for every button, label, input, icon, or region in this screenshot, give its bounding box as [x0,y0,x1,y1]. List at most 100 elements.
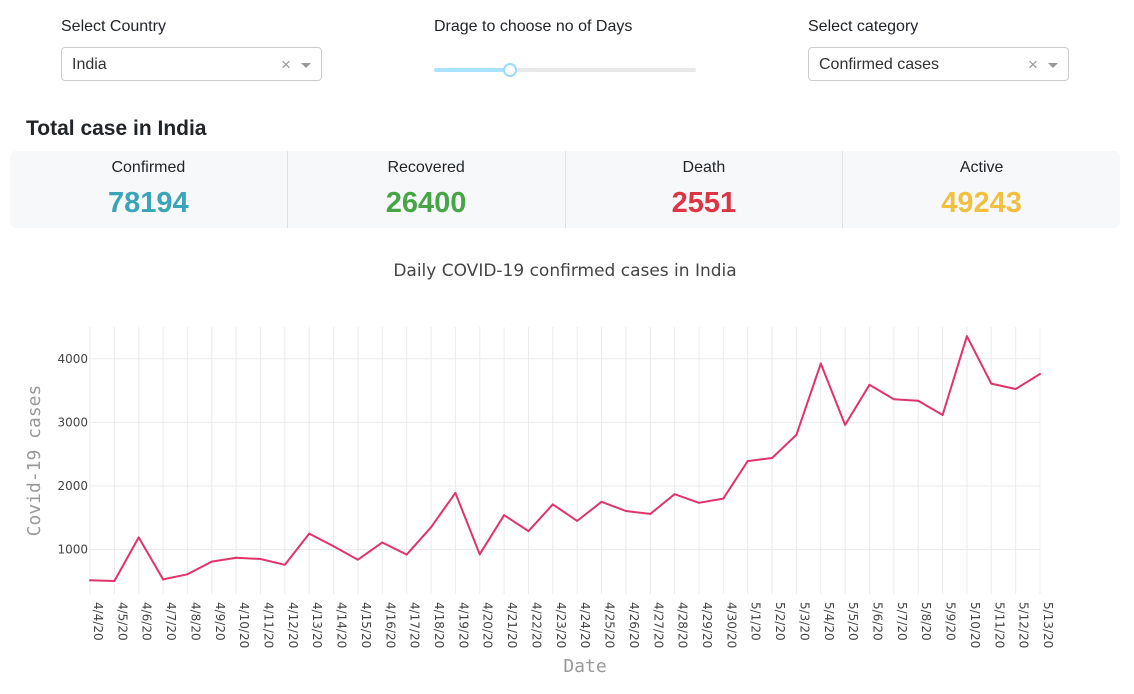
x-tick-label: 4/9/20 [213,602,227,641]
data-point [722,497,725,500]
x-tick-label: 5/2/20 [773,602,787,641]
country-label: Select Country [61,18,166,35]
active-label: Active [959,159,1004,176]
days-slider-handle[interactable] [502,63,517,77]
days-slider[interactable] [434,63,696,77]
data-point [990,382,993,385]
x-tick-label: 4/6/20 [140,602,154,641]
data-point [381,541,384,544]
x-tick-label: 4/12/20 [286,602,300,648]
y-tick-label: 4000 [57,352,88,366]
x-tick-label: 4/30/20 [724,602,738,648]
country-clear-icon[interactable]: × [281,55,291,74]
data-point [649,512,652,515]
category-clear-icon[interactable]: × [1028,55,1038,74]
country-select[interactable]: India × [61,47,322,81]
x-tick-label: 4/25/20 [603,602,617,648]
data-point [454,491,457,494]
x-tick-label: 5/7/20 [895,602,909,641]
x-tick-label: 4/23/20 [554,602,568,648]
data-point [771,456,774,459]
data-point [892,398,895,401]
country-select-value: India [72,56,107,73]
x-tick-label: 4/29/20 [700,602,714,648]
x-tick-label: 5/9/20 [944,602,958,641]
data-point [356,558,359,561]
data-point [186,573,189,576]
recovered-label: Recovered [387,159,465,176]
x-axis-title: Date [563,656,606,677]
x-tick-label: 5/13/20 [1041,602,1055,648]
x-tick-label: 4/22/20 [529,602,543,648]
category-select-value: Confirmed cases [819,56,940,73]
data-point [503,514,506,517]
data-point [137,536,140,539]
x-tick-label: 5/11/20 [992,602,1006,648]
x-tick-label: 5/4/20 [822,602,836,641]
x-tick-label: 4/17/20 [408,602,422,648]
data-point [283,563,286,566]
data-point [478,553,481,556]
x-tick-label: 4/18/20 [432,602,446,648]
data-point [673,493,676,496]
x-tick-label: 4/7/20 [164,602,178,641]
data-point [113,579,116,582]
x-tick-label: 4/14/20 [335,602,349,648]
x-tick-label: 4/5/20 [115,602,129,641]
data-point [308,532,311,535]
x-tick-label: 5/6/20 [870,602,884,641]
series-line [89,335,1041,582]
data-point [332,545,335,548]
confirmed-label: Confirmed [111,159,186,176]
data-point [697,501,700,504]
days-slider-fill [434,68,510,72]
data-point [89,579,91,582]
chart-title: Daily COVID-19 confirmed cases in India [393,261,737,281]
data-point [600,500,603,503]
x-tick-label: 5/1/20 [749,602,763,641]
death-card: Death 2551 [566,151,844,228]
data-point [1039,373,1041,376]
x-tick-label: 5/5/20 [846,602,860,641]
data-point [844,423,847,426]
data-point [965,335,968,338]
x-tick-label: 4/21/20 [505,602,519,648]
category-chevron-down-icon[interactable] [1048,63,1058,68]
recovered-value: 26400 [385,187,467,219]
data-point [210,560,213,563]
confirmed-value: 78194 [108,187,189,219]
death-value: 2551 [671,187,737,219]
x-tick-label: 4/11/20 [262,602,276,648]
data-point [527,530,530,533]
y-tick-label: 2000 [57,479,88,493]
data-point [917,399,920,402]
category-select[interactable]: Confirmed cases × [808,47,1069,81]
data-point [405,553,408,556]
data-point [746,460,749,463]
x-tick-label: 4/8/20 [188,602,202,641]
x-tick-label: 5/10/20 [968,602,982,648]
data-point [259,558,262,561]
data-point [624,510,627,513]
x-tick-label: 4/10/20 [237,602,251,648]
x-tick-label: 4/13/20 [310,602,324,648]
country-chevron-down-icon[interactable] [301,63,311,68]
x-tick-label: 4/27/20 [651,602,665,648]
data-point [795,433,798,436]
x-tick-label: 4/4/20 [91,602,105,641]
active-value: 49243 [941,187,1022,219]
x-tick-label: 5/12/20 [1017,602,1031,648]
death-label: Death [682,159,726,176]
x-tick-label: 4/15/20 [359,602,373,648]
data-point [576,519,579,522]
days-label: Drage to choose no of Days [434,18,633,35]
x-tick-label: 4/28/20 [676,602,690,648]
x-tick-label: 4/24/20 [578,602,592,648]
x-tick-label: 4/19/20 [456,602,470,648]
summary-title: Total case in India [26,117,207,140]
data-point [235,556,238,559]
x-tick-label: 4/26/20 [627,602,641,648]
data-point [941,414,944,417]
y-axis-title: Covid-19 cases [24,385,45,537]
data-point [162,578,165,581]
